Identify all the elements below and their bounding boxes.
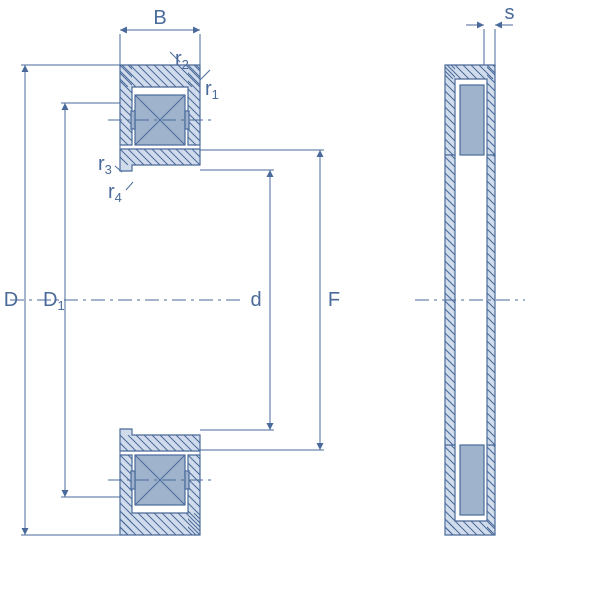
svg-text:s: s [505, 2, 515, 24]
bearing-cross-section-diagram: DD1dFBsr1r2r3r4 [0, 0, 600, 600]
svg-text:D: D [4, 289, 18, 311]
svg-text:F: F [328, 289, 340, 311]
svg-text:d: d [250, 289, 261, 311]
svg-text:B: B [153, 7, 166, 29]
